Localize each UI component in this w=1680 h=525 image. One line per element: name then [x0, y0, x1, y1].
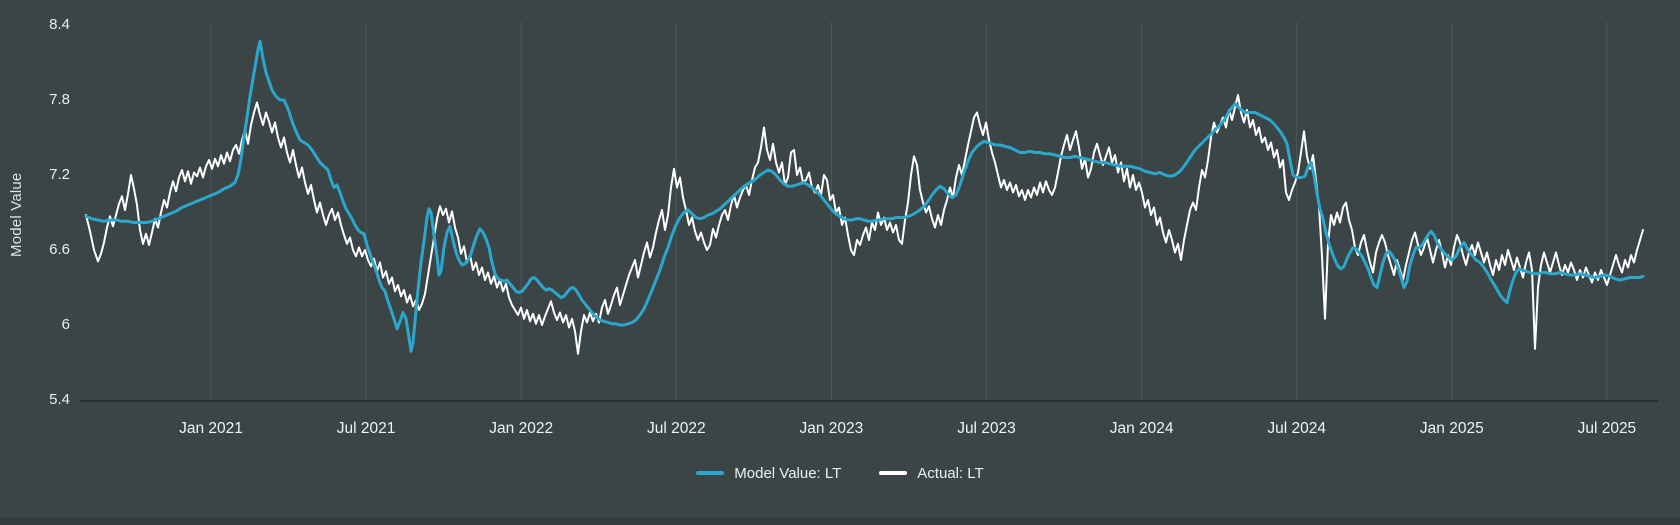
legend-line-swatch-icon: [696, 471, 725, 475]
y-tick-label-8.4: 8.4: [49, 16, 70, 33]
legend-item-model-value-lt[interactable]: Model Value: LT: [696, 465, 841, 482]
series-line-actual-lt[interactable]: [85, 94, 1644, 355]
x-tick-label-jul-2023: Jul 2023: [957, 420, 1016, 437]
y-tick-label-6: 6: [61, 316, 70, 333]
x-tick-label-jul-2025: Jul 2025: [1577, 420, 1637, 437]
y-tick-label-7.8: 7.8: [49, 91, 70, 108]
x-tick-label-jan-2024: Jan 2024: [1109, 420, 1174, 437]
series-line-model-value-lt[interactable]: [84, 39, 1645, 353]
legend-item-actual-lt[interactable]: Actual: LT: [879, 464, 984, 482]
legend: Model Value: LT Actual: LT: [0, 462, 1680, 484]
footer-strip: [0, 517, 1680, 525]
y-tick-label-7.2: 7.2: [49, 166, 70, 183]
y-tick-label-5.4: 5.4: [49, 391, 70, 408]
x-tick-label-jan-2023: Jan 2023: [799, 420, 864, 437]
legend-label: Model Value: LT: [734, 464, 842, 482]
legend-line-swatch-icon: [879, 471, 908, 475]
x-tick-label-jan-2025: Jan 2025: [1419, 420, 1484, 437]
x-tick-label-jan-2021: Jan 2021: [179, 420, 243, 437]
x-tick-label-jul-2024: Jul 2024: [1267, 420, 1326, 437]
x-tick-label-jul-2021: Jul 2021: [336, 420, 396, 437]
x-tick-label-jul-2022: Jul 2022: [646, 420, 706, 437]
y-tick-label-6.6: 6.6: [49, 241, 70, 258]
legend-label: Actual: LT: [917, 464, 984, 482]
x-tick-label-jan-2022: Jan 2022: [489, 420, 554, 437]
